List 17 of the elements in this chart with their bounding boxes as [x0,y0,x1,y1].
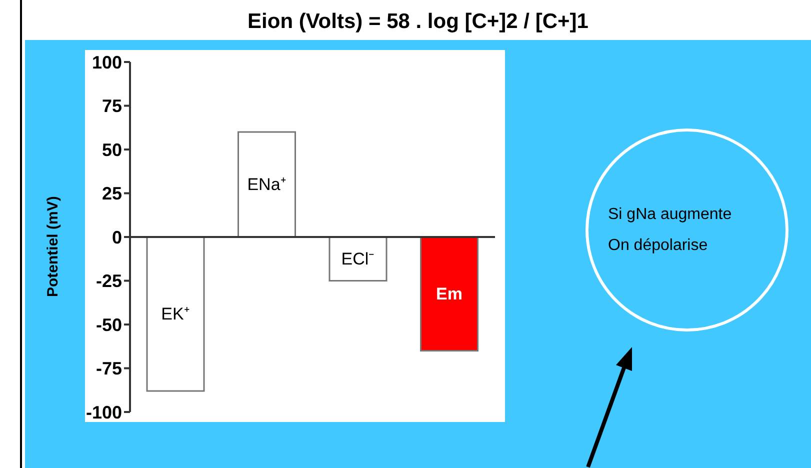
y-tick-label: 0 [112,227,122,248]
y-tick-label: 25 [102,184,122,204]
y-axis-title: Potentiel (mV) [44,196,62,297]
x-tick-label: ENa⁺ [247,175,286,194]
x-tick-label: Em [436,284,462,304]
x-tick-label: ECl⁻ [341,249,375,268]
x-tick-label: EK⁺ [161,304,190,324]
y-tick-label: 50 [102,140,122,160]
chart-title: Eion (Volts) = 58 . log [C+]2 / [C+]1 [246,10,590,34]
y-tick-label: -75 [96,358,122,379]
y-tick-label: -100 [86,402,122,422]
y-tick-label: 75 [102,96,122,116]
text: On dépolarise [608,236,709,256]
y-tick-label: -25 [96,271,122,292]
text: Si gNa augmente [608,205,732,225]
y-tick-label: -50 [96,314,122,335]
y-tick-label: 100 [92,52,122,72]
